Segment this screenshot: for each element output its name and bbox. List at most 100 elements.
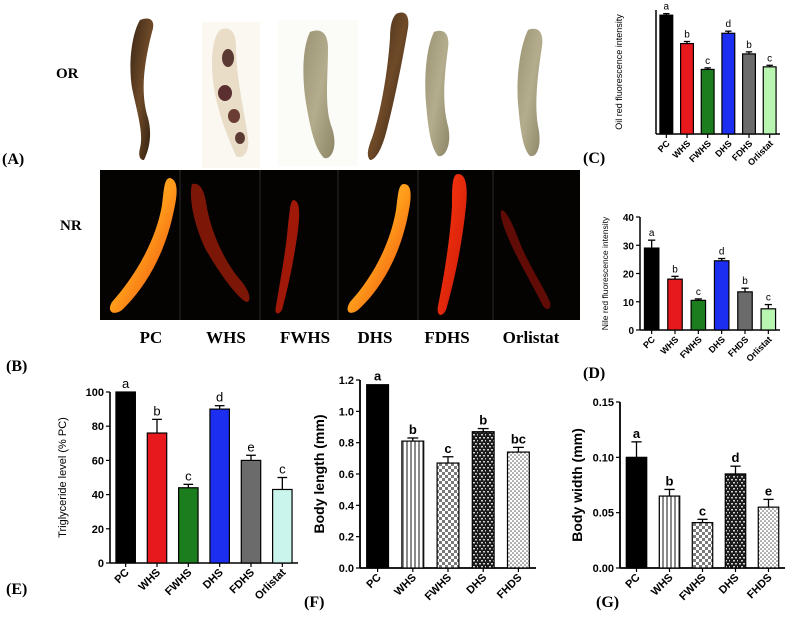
chart-d-nile-red: 0 10 20 30 40 Nile red fluorescence intensity… <box>600 213 780 364</box>
significance-letter: b <box>746 40 752 51</box>
bar-fdhs <box>741 53 757 135</box>
worm-nr-dhs <box>347 184 411 313</box>
col-label-orlistat: Orlistat <box>502 328 560 347</box>
chart-e-triglyceride: 0 20 40 60 80 100 Triglyceride level (% PC) a PC… <box>57 376 298 602</box>
significance-letter: e <box>765 483 772 498</box>
significance-letter: b <box>409 422 417 437</box>
panel-label-c: (C) <box>583 150 606 167</box>
y-tick-label: 0.6 <box>339 469 354 481</box>
x-tick-label: DHS <box>707 334 728 355</box>
x-tick-label: PC <box>641 334 657 350</box>
bar-dhs <box>721 32 736 135</box>
y-tick-label: 0.2 <box>339 532 354 544</box>
y-tick-label: 0 <box>98 558 104 570</box>
significance-letter: a <box>374 370 382 384</box>
x-tick-label: DHS <box>201 567 226 592</box>
bar-fwhs <box>690 299 707 331</box>
bar-fwhs <box>700 68 715 135</box>
y-tick-label: 1.2 <box>339 375 354 387</box>
y-axis-label: Triglyceride level (% PC) <box>57 417 69 538</box>
significance-letter: a <box>649 228 655 239</box>
or-worm-images <box>130 12 543 168</box>
y-tick-label: 1.0 <box>339 406 354 418</box>
bar-orlistat <box>760 308 777 331</box>
col-label-dhs: DHS <box>357 328 393 347</box>
significance-letter: d <box>726 19 732 30</box>
significance-letter: c <box>279 462 286 477</box>
chart-f-body-length: 0.0 0.2 0.4 0.6 0.8 1.0 1.2 Body length (mm) a PC… <box>311 370 536 603</box>
bar-fhds <box>737 291 753 331</box>
y-tick-label: 30 <box>623 241 635 252</box>
significance-letter: c <box>767 53 772 64</box>
worm-or-whs <box>202 22 260 168</box>
worm-or-fwhs <box>278 20 358 166</box>
worm-nr-fdhs <box>437 174 467 315</box>
bar-pc <box>643 247 660 331</box>
worm-or-dhs <box>367 12 409 160</box>
panel-label-e: (E) <box>6 581 28 598</box>
bar-dhs <box>713 260 730 331</box>
x-tick-label: DHS <box>717 572 742 597</box>
worm-nr-fwhs <box>275 200 300 314</box>
x-tick-label: Orlistat <box>744 334 773 363</box>
significance-letter: b <box>742 276 748 287</box>
significance-letter: c <box>185 468 192 483</box>
bar-fwhs <box>178 487 199 564</box>
significance-letter: c <box>696 287 701 298</box>
chart-g-body-width: 0.00 0.05 0.10 0.15 Body width (mm) a PC b WHS c F… <box>570 397 785 603</box>
y-axis-label: Body width (mm) <box>570 428 585 542</box>
worm-nr-orlistat <box>500 210 551 310</box>
bar-whs <box>667 278 683 331</box>
bar-whs <box>679 42 695 135</box>
x-tick-label: PC <box>364 572 383 591</box>
chart-c-oil-red: Oil red fluorescence intensityaPCbWHScFW… <box>614 2 780 168</box>
significance-letter: b <box>479 413 487 428</box>
y-tick-label: 10 <box>623 298 635 309</box>
panel-label-f: (F) <box>304 594 325 611</box>
significance-letter: c <box>705 56 710 67</box>
y-tick-label: 0.15 <box>593 397 614 409</box>
x-tick-label: PC <box>112 567 131 586</box>
significance-letter: c <box>699 503 706 518</box>
bar-dhs <box>471 431 495 569</box>
bar-dhs <box>209 408 230 564</box>
col-label-fdhs: FDHS <box>424 328 470 347</box>
significance-letter: a <box>633 426 641 441</box>
y-tick-label: 0.0 <box>339 563 354 575</box>
panel-label-b: (B) <box>6 358 28 375</box>
col-label-fwhs: FWHS <box>279 328 331 347</box>
worm-or-fdhs <box>425 30 450 157</box>
significance-letter: d <box>719 247 725 258</box>
bar-whs <box>658 495 681 569</box>
x-tick-label: FDHS <box>227 567 257 597</box>
x-tick-label: Orlistat <box>253 566 289 602</box>
bar-fwhs <box>436 462 460 569</box>
y-tick-label: 0 <box>628 326 634 337</box>
worm-or-orlistat <box>517 28 543 157</box>
significance-letter: b <box>672 264 678 275</box>
bar-fdhs <box>240 459 262 564</box>
x-tick-label: FWHS <box>163 567 194 598</box>
y-tick-label: 0.05 <box>593 508 614 520</box>
y-tick-label: 80 <box>92 421 104 433</box>
significance-letter: e <box>247 439 254 454</box>
significance-letter: d <box>216 390 223 405</box>
bar-pc <box>625 456 648 569</box>
bar-fwhs <box>691 522 714 569</box>
row-label-or: OR <box>56 66 79 82</box>
y-axis-label: Oil red fluorescence intensity <box>614 14 624 130</box>
y-tick-label: 20 <box>92 524 104 536</box>
x-tick-label: DHS <box>464 572 489 597</box>
y-axis-label: Body length (mm) <box>311 415 327 534</box>
y-tick-label: 0.00 <box>593 563 614 575</box>
worm-nr-pc <box>109 178 177 313</box>
y-tick-label: 40 <box>92 490 104 502</box>
panel-label-a: (A) <box>2 151 25 168</box>
row-label-nr: NR <box>60 218 82 234</box>
bar-dhs <box>724 473 747 569</box>
bar-fhds <box>757 506 780 569</box>
panel-label-d: (D) <box>583 365 606 382</box>
y-tick-label: 20 <box>623 270 635 281</box>
x-tick-label: WHS <box>392 572 419 599</box>
y-tick-label: 0.8 <box>339 438 354 450</box>
